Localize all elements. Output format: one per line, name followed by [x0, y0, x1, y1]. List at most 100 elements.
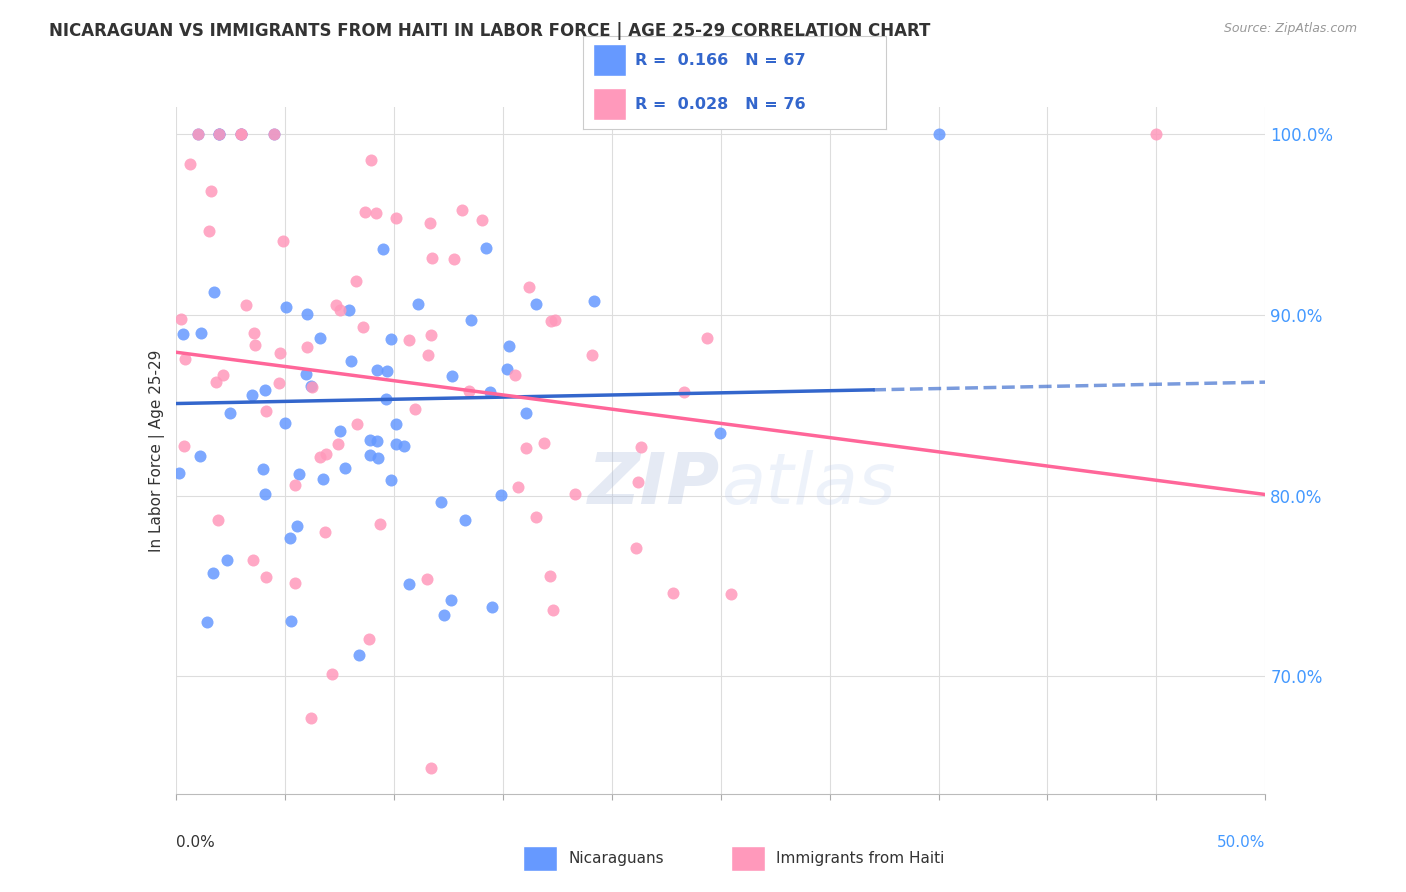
- Point: [366, 206, 388, 220]
- Text: 50.0%: 50.0%: [1218, 835, 1265, 850]
- Point: [385, 437, 408, 451]
- Point: [208, 127, 231, 141]
- Point: [299, 378, 322, 392]
- Point: [169, 312, 191, 326]
- Point: [252, 462, 274, 476]
- Point: [564, 486, 586, 500]
- FancyBboxPatch shape: [731, 847, 765, 871]
- Point: [366, 434, 388, 448]
- Point: [242, 326, 264, 340]
- Point: [326, 437, 349, 451]
- Point: [263, 127, 285, 141]
- Point: [274, 417, 297, 431]
- Text: ZIP: ZIP: [588, 450, 721, 519]
- Text: R =  0.166   N = 67: R = 0.166 N = 67: [636, 53, 806, 68]
- Point: [179, 157, 201, 171]
- Point: [314, 525, 336, 540]
- Y-axis label: In Labor Force | Age 25-29: In Labor Force | Age 25-29: [149, 350, 165, 551]
- Point: [280, 531, 302, 545]
- Point: [186, 127, 209, 141]
- Point: [202, 285, 225, 299]
- Point: [406, 297, 429, 311]
- Point: [205, 375, 228, 389]
- Point: [475, 241, 498, 255]
- Point: [440, 368, 463, 383]
- Point: [515, 406, 537, 420]
- Point: [375, 364, 398, 378]
- Point: [498, 339, 520, 353]
- Point: [368, 516, 391, 531]
- Point: [443, 252, 465, 267]
- Point: [288, 467, 311, 482]
- Point: [346, 417, 368, 431]
- Point: [433, 607, 456, 622]
- Point: [503, 368, 526, 382]
- Point: [231, 127, 253, 141]
- Point: [384, 417, 406, 431]
- Point: [207, 513, 229, 527]
- Point: [329, 302, 352, 317]
- Point: [398, 577, 420, 591]
- Point: [295, 340, 318, 354]
- Point: [460, 312, 482, 326]
- Point: [526, 510, 548, 524]
- Point: [197, 224, 219, 238]
- Point: [627, 475, 650, 490]
- Point: [419, 327, 441, 342]
- Point: [321, 667, 343, 681]
- Point: [212, 368, 235, 382]
- Point: [392, 439, 415, 453]
- Point: [285, 519, 308, 533]
- Point: [524, 296, 547, 310]
- Point: [374, 392, 396, 407]
- Text: Nicaraguans: Nicaraguans: [568, 851, 664, 866]
- Point: [284, 477, 307, 491]
- Point: [544, 313, 567, 327]
- Point: [254, 487, 277, 501]
- Point: [506, 480, 529, 494]
- Point: [235, 298, 257, 312]
- Point: [489, 488, 512, 502]
- Point: [366, 362, 388, 376]
- Point: [208, 127, 231, 141]
- Point: [385, 211, 408, 225]
- Point: [696, 330, 718, 344]
- Point: [254, 404, 277, 418]
- Point: [195, 615, 218, 629]
- Point: [173, 439, 195, 453]
- Point: [231, 127, 253, 141]
- Point: [419, 216, 441, 230]
- Point: [340, 354, 363, 368]
- Point: [243, 338, 266, 352]
- Point: [440, 592, 463, 607]
- Point: [174, 351, 197, 366]
- Text: Source: ZipAtlas.com: Source: ZipAtlas.com: [1223, 22, 1357, 36]
- Point: [201, 566, 224, 580]
- Point: [517, 279, 540, 293]
- Point: [208, 127, 231, 141]
- FancyBboxPatch shape: [592, 88, 626, 120]
- Point: [217, 553, 239, 567]
- Text: Immigrants from Haiti: Immigrants from Haiti: [776, 851, 945, 866]
- Point: [242, 553, 264, 567]
- Point: [333, 461, 356, 475]
- Point: [240, 387, 263, 401]
- Point: [200, 184, 222, 198]
- Point: [269, 346, 291, 360]
- Point: [430, 495, 453, 509]
- Point: [284, 576, 307, 591]
- Point: [415, 572, 437, 586]
- Point: [481, 600, 503, 615]
- Point: [367, 450, 389, 465]
- Text: 0.0%: 0.0%: [176, 835, 215, 850]
- Text: NICARAGUAN VS IMMIGRANTS FROM HAITI IN LABOR FORCE | AGE 25-29 CORRELATION CHART: NICARAGUAN VS IMMIGRANTS FROM HAITI IN L…: [49, 22, 931, 40]
- Point: [420, 761, 443, 775]
- Point: [405, 402, 427, 417]
- Point: [540, 314, 562, 328]
- Point: [928, 127, 950, 141]
- Point: [496, 362, 519, 376]
- Point: [172, 327, 194, 342]
- Point: [1144, 127, 1167, 141]
- Point: [380, 332, 402, 346]
- Point: [672, 385, 695, 400]
